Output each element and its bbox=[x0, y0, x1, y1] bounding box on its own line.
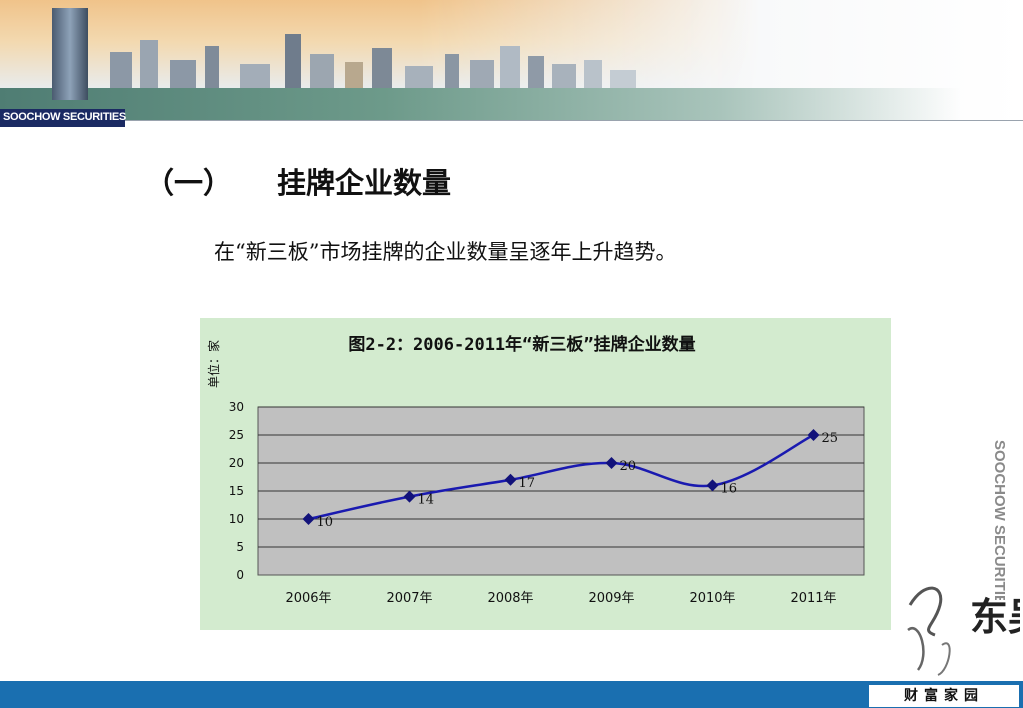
line-chart: 图2-2：2006-2011年“新三板”挂牌企业数量 单位：家 0 5 10 15 20… bbox=[200, 318, 891, 630]
banner-building bbox=[310, 54, 334, 90]
vertical-brand-text: SOOCHOW SECURITIES bbox=[991, 440, 1008, 600]
data-point bbox=[605, 457, 618, 469]
logo-strip bbox=[0, 109, 125, 127]
line-chart-svg: 图2-2：2006-2011年“新三板”挂牌企业数量 单位：家 0 5 10 15 20… bbox=[206, 334, 865, 606]
banner-building bbox=[205, 46, 219, 90]
banner-building bbox=[110, 52, 132, 90]
header-banner bbox=[0, 0, 1023, 120]
banner-building bbox=[552, 64, 576, 90]
x-tick-labels: 2006年 2007年 2008年 2009年 2010年 2011年 bbox=[285, 591, 836, 606]
y-tick-label: 20 bbox=[229, 456, 244, 470]
banner-building bbox=[285, 34, 301, 90]
grid-layer bbox=[258, 406, 864, 548]
data-point bbox=[807, 429, 820, 441]
data-point bbox=[504, 473, 517, 486]
section-title-text: 挂牌企业数量 bbox=[277, 166, 452, 200]
banner-building bbox=[470, 60, 494, 90]
banner-building bbox=[345, 62, 363, 90]
y-tick-labels: 0 5 10 15 20 25 30 bbox=[229, 400, 244, 582]
brand-seal: 东吴 bbox=[907, 586, 1020, 676]
footer-bar bbox=[0, 681, 1023, 708]
y-tick-label: 25 bbox=[229, 428, 244, 442]
x-tick-label: 2007年 bbox=[386, 591, 432, 606]
data-label: 16 bbox=[721, 481, 738, 496]
banner-building bbox=[405, 66, 433, 90]
y-tick-label: 0 bbox=[236, 568, 244, 582]
banner-building bbox=[500, 46, 520, 90]
data-point bbox=[706, 479, 719, 492]
y-axis-label: 单位：家 bbox=[206, 340, 221, 388]
section-description: 在“新三板”市场挂牌的企业数量呈逐年上升趋势。 bbox=[214, 240, 677, 264]
y-tick-label: 5 bbox=[236, 540, 244, 554]
banner-building bbox=[170, 60, 196, 90]
banner-building bbox=[372, 48, 392, 90]
footer-label: 财富家园 bbox=[868, 684, 1020, 708]
x-tick-label: 2010年 bbox=[689, 591, 735, 606]
seal-text: 东吴 bbox=[970, 594, 1020, 639]
data-label: 20 bbox=[620, 459, 637, 474]
data-label: 10 bbox=[317, 515, 334, 530]
series-line bbox=[308, 433, 815, 521]
x-tick-label: 2006年 bbox=[285, 591, 331, 606]
data-label: 25 bbox=[822, 431, 839, 446]
banner-building bbox=[445, 54, 459, 90]
seal-stroke bbox=[908, 586, 943, 637]
x-tick-label: 2009年 bbox=[588, 591, 634, 606]
chart-title: 图2-2：2006-2011年“新三板”挂牌企业数量 bbox=[348, 334, 695, 355]
header-divider bbox=[125, 120, 1023, 121]
banner-tower bbox=[52, 8, 88, 100]
banner-building bbox=[240, 64, 270, 90]
x-tick-label: 2008年 bbox=[487, 591, 533, 606]
banner-building bbox=[610, 70, 636, 90]
data-label: 14 bbox=[418, 493, 435, 508]
y-tick-label: 30 bbox=[229, 400, 244, 414]
banner-building bbox=[584, 60, 602, 90]
data-points bbox=[302, 429, 820, 525]
banner-building bbox=[528, 56, 544, 90]
y-tick-label: 10 bbox=[229, 512, 244, 526]
section-number: （一） bbox=[145, 166, 233, 200]
company-logo-text: SOOCHOW SECURITIES bbox=[3, 111, 126, 123]
y-tick-label: 15 bbox=[229, 484, 244, 498]
section-title: （一） 挂牌企业数量 bbox=[145, 160, 451, 202]
seal-stroke bbox=[907, 626, 925, 671]
data-point bbox=[302, 513, 315, 525]
seal-stroke bbox=[937, 642, 951, 676]
data-label: 17 bbox=[519, 476, 536, 491]
data-point bbox=[403, 490, 416, 503]
banner-building bbox=[140, 40, 158, 90]
x-tick-label: 2011年 bbox=[790, 591, 836, 606]
data-labels: 10 14 17 20 16 25 bbox=[317, 431, 839, 530]
banner-water bbox=[0, 88, 960, 120]
svg-text:SOOCHOW SECURITIES: SOOCHOW SECURITIES bbox=[991, 440, 1008, 600]
